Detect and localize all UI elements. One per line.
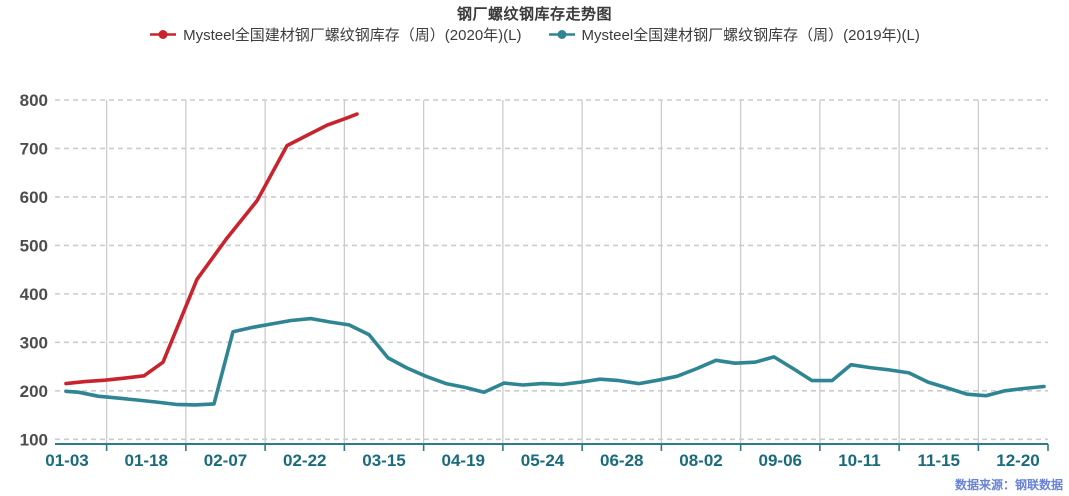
legend-line-dot-icon-2020 <box>150 30 177 39</box>
x-axis-tick-label: 02-22 <box>283 451 326 470</box>
y-axis-tick-label: 100 <box>20 430 48 449</box>
y-axis-tick-label: 800 <box>20 91 48 110</box>
data-source-note: 数据来源：钢联数据 <box>954 478 1063 492</box>
legend-line-dot-icon-2019 <box>548 30 575 39</box>
x-axis-tick-label: 11-15 <box>917 451 960 470</box>
x-axis-tick-label: 01-03 <box>45 451 88 470</box>
y-axis-tick-label: 400 <box>20 285 48 304</box>
y-axis-tick-label: 500 <box>20 236 48 255</box>
legend: Mysteel全国建材钢厂螺纹钢库存（周）(2020年)(L) Mysteel全… <box>0 24 1069 45</box>
legend-label-2020: Mysteel全国建材钢厂螺纹钢库存（周）(2020年)(L) <box>183 27 522 44</box>
y-axis-tick-label: 200 <box>20 382 48 401</box>
x-axis-tick-label: 03-15 <box>362 451 405 470</box>
y-axis-tick-label: 600 <box>20 188 48 207</box>
x-axis-tick-label: 01-18 <box>125 451 168 470</box>
series-line-2020 <box>64 112 359 386</box>
x-axis-tick-label: 08-02 <box>679 451 722 470</box>
legend-label-2019: Mysteel全国建材钢厂螺纹钢库存（周）(2019年)(L) <box>581 27 920 44</box>
legend-item-2020[interactable]: Mysteel全国建材钢厂螺纹钢库存（周）(2020年)(L) <box>149 24 522 45</box>
legend-item-2019[interactable]: Mysteel全国建材钢厂螺纹钢库存（周）(2019年)(L) <box>548 24 920 45</box>
x-axis-tick-label: 06-28 <box>600 451 643 470</box>
y-axis-tick-label: 300 <box>20 333 48 352</box>
x-axis-tick-label: 10-11 <box>838 451 881 470</box>
x-axis-tick-label: 04-19 <box>442 451 485 470</box>
x-axis-tick-label: 02-07 <box>204 451 247 470</box>
x-axis-tick-label: 12-20 <box>996 451 1039 470</box>
chart-title: 钢厂螺纹钢库存走势图 <box>456 6 612 23</box>
y-axis-tick-label: 700 <box>20 139 48 158</box>
x-axis-tick-label: 09-06 <box>759 451 802 470</box>
series-line-2019 <box>64 316 1046 407</box>
x-axis-tick-label: 05-24 <box>521 451 565 470</box>
